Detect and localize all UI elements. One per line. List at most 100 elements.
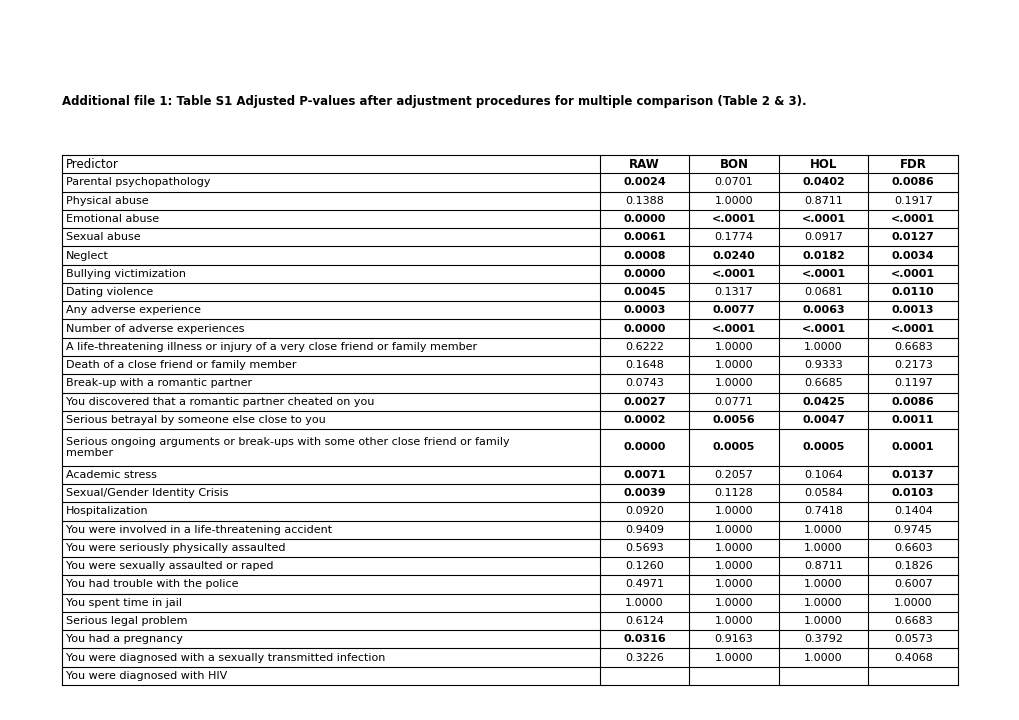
Text: You had trouble with the police: You had trouble with the police xyxy=(66,580,238,590)
Text: <.0001: <.0001 xyxy=(891,269,934,279)
Text: You discovered that a romantic partner cheated on you: You discovered that a romantic partner c… xyxy=(66,397,374,407)
Text: 0.0071: 0.0071 xyxy=(623,470,665,480)
Text: Sexual/Gender Identity Crisis: Sexual/Gender Identity Crisis xyxy=(66,488,228,498)
Text: <.0001: <.0001 xyxy=(801,269,845,279)
Text: 1.0000: 1.0000 xyxy=(714,360,753,370)
Text: 0.1197: 0.1197 xyxy=(893,379,931,389)
Text: Emotional abuse: Emotional abuse xyxy=(66,214,159,224)
Text: 0.6222: 0.6222 xyxy=(625,342,663,352)
Text: 0.4971: 0.4971 xyxy=(625,580,663,590)
Text: 0.0008: 0.0008 xyxy=(623,251,665,261)
Text: 1.0000: 1.0000 xyxy=(714,616,753,626)
Text: 0.0137: 0.0137 xyxy=(891,470,933,480)
Text: 0.0045: 0.0045 xyxy=(623,287,665,297)
Text: Bullying victimization: Bullying victimization xyxy=(66,269,185,279)
Text: 0.8711: 0.8711 xyxy=(803,561,843,571)
Text: 0.0056: 0.0056 xyxy=(712,415,755,425)
Text: You were seriously physically assaulted: You were seriously physically assaulted xyxy=(66,543,285,553)
Text: 0.1774: 0.1774 xyxy=(713,233,753,242)
Text: Death of a close friend or family member: Death of a close friend or family member xyxy=(66,360,297,370)
Text: Serious betrayal by someone else close to you: Serious betrayal by someone else close t… xyxy=(66,415,325,425)
Text: 0.0573: 0.0573 xyxy=(893,634,931,644)
Text: 0.1128: 0.1128 xyxy=(714,488,753,498)
Text: 0.4068: 0.4068 xyxy=(893,652,931,662)
Text: 0.0077: 0.0077 xyxy=(712,305,755,315)
Text: 0.0034: 0.0034 xyxy=(891,251,933,261)
Text: 0.6124: 0.6124 xyxy=(625,616,663,626)
Text: 0.1826: 0.1826 xyxy=(893,561,931,571)
Text: 0.0005: 0.0005 xyxy=(712,442,754,452)
Text: 0.0000: 0.0000 xyxy=(623,214,665,224)
Text: 0.0917: 0.0917 xyxy=(803,233,843,242)
Text: 1.0000: 1.0000 xyxy=(804,616,842,626)
Text: 0.0011: 0.0011 xyxy=(891,415,933,425)
Text: 1.0000: 1.0000 xyxy=(804,525,842,535)
Text: 0.0240: 0.0240 xyxy=(712,251,755,261)
Text: Physical abuse: Physical abuse xyxy=(66,196,149,206)
Text: You were sexually assaulted or raped: You were sexually assaulted or raped xyxy=(66,561,273,571)
Text: 1.0000: 1.0000 xyxy=(804,342,842,352)
Text: 1.0000: 1.0000 xyxy=(714,525,753,535)
Text: 0.0024: 0.0024 xyxy=(623,177,665,187)
Text: 0.9409: 0.9409 xyxy=(625,525,663,535)
Text: 1.0000: 1.0000 xyxy=(625,598,663,608)
Text: 0.0086: 0.0086 xyxy=(891,177,933,187)
Text: <.0001: <.0001 xyxy=(801,214,845,224)
Text: HOL: HOL xyxy=(809,158,837,171)
Text: 0.1648: 0.1648 xyxy=(625,360,663,370)
Text: Additional file 1: Table S1 Adjusted P-values after adjustment procedures for mu: Additional file 1: Table S1 Adjusted P-v… xyxy=(62,95,806,108)
Text: 0.1388: 0.1388 xyxy=(625,196,663,206)
Text: 0.9745: 0.9745 xyxy=(893,525,931,535)
Text: <.0001: <.0001 xyxy=(891,214,934,224)
Text: 0.1917: 0.1917 xyxy=(893,196,931,206)
Text: 0.0182: 0.0182 xyxy=(801,251,844,261)
Text: 0.0584: 0.0584 xyxy=(803,488,843,498)
Text: 0.9333: 0.9333 xyxy=(803,360,842,370)
Text: 0.9163: 0.9163 xyxy=(714,634,753,644)
Text: Predictor: Predictor xyxy=(66,158,119,171)
Text: 1.0000: 1.0000 xyxy=(714,543,753,553)
Text: 0.3792: 0.3792 xyxy=(803,634,843,644)
Text: 1.0000: 1.0000 xyxy=(804,598,842,608)
Text: 0.1317: 0.1317 xyxy=(714,287,753,297)
Text: <.0001: <.0001 xyxy=(801,323,845,333)
Text: 0.0063: 0.0063 xyxy=(802,305,844,315)
Text: <.0001: <.0001 xyxy=(711,269,755,279)
Text: 0.2057: 0.2057 xyxy=(714,470,753,480)
Text: 0.1404: 0.1404 xyxy=(893,506,931,516)
Text: A life-threatening illness or injury of a very close friend or family member: A life-threatening illness or injury of … xyxy=(66,342,477,352)
Text: 0.0002: 0.0002 xyxy=(623,415,665,425)
Text: Serious ongoing arguments or break-ups with some other close friend or family
me: Serious ongoing arguments or break-ups w… xyxy=(66,436,510,458)
Text: 0.3226: 0.3226 xyxy=(625,652,663,662)
Text: You spent time in jail: You spent time in jail xyxy=(66,598,181,608)
Text: 0.0701: 0.0701 xyxy=(714,177,753,187)
Text: You were diagnosed with HIV: You were diagnosed with HIV xyxy=(66,671,227,681)
Text: 0.0000: 0.0000 xyxy=(623,323,665,333)
Text: 0.0005: 0.0005 xyxy=(802,442,844,452)
Text: 1.0000: 1.0000 xyxy=(714,652,753,662)
Text: Neglect: Neglect xyxy=(66,251,109,261)
Text: 0.0001: 0.0001 xyxy=(891,442,933,452)
Text: <.0001: <.0001 xyxy=(711,323,755,333)
Text: 0.0039: 0.0039 xyxy=(623,488,665,498)
Text: Number of adverse experiences: Number of adverse experiences xyxy=(66,323,245,333)
Text: 0.0110: 0.0110 xyxy=(891,287,933,297)
Text: Dating violence: Dating violence xyxy=(66,287,153,297)
Text: 1.0000: 1.0000 xyxy=(804,543,842,553)
Text: 0.0086: 0.0086 xyxy=(891,397,933,407)
Text: 1.0000: 1.0000 xyxy=(893,598,931,608)
Text: 0.0127: 0.0127 xyxy=(891,233,933,242)
Text: 0.1064: 0.1064 xyxy=(803,470,842,480)
Text: You were involved in a life-threatening accident: You were involved in a life-threatening … xyxy=(66,525,332,535)
Text: Sexual abuse: Sexual abuse xyxy=(66,233,141,242)
Text: 0.2173: 0.2173 xyxy=(893,360,931,370)
Text: 1.0000: 1.0000 xyxy=(804,580,842,590)
Text: <.0001: <.0001 xyxy=(711,214,755,224)
Text: 1.0000: 1.0000 xyxy=(714,561,753,571)
Text: Hospitalization: Hospitalization xyxy=(66,506,149,516)
Text: 1.0000: 1.0000 xyxy=(714,196,753,206)
Text: 1.0000: 1.0000 xyxy=(714,379,753,389)
Text: 0.7418: 0.7418 xyxy=(803,506,843,516)
Text: Academic stress: Academic stress xyxy=(66,470,157,480)
Text: 0.6685: 0.6685 xyxy=(803,379,842,389)
